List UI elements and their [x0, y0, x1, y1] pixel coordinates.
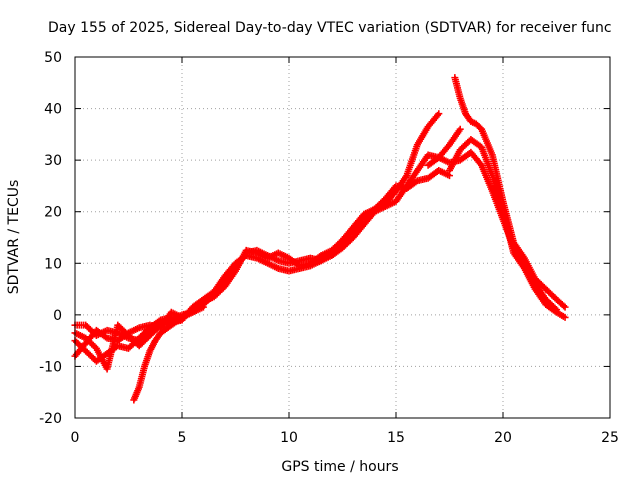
y-tick-label: 0	[53, 308, 62, 324]
x-tick-label: 25	[601, 430, 619, 446]
chart-title: Day 155 of 2025, Sidereal Day-to-day VTE…	[48, 20, 612, 36]
y-tick-label: 10	[44, 256, 62, 272]
x-tick-label: 0	[71, 430, 80, 446]
y-tick-label: 40	[44, 102, 62, 118]
y-tick-label: -10	[39, 359, 62, 375]
data-point	[435, 110, 443, 118]
plot-border	[74, 56, 611, 419]
y-axis-label: SDTVAR / TECUs	[6, 180, 22, 295]
series-track-d	[71, 316, 186, 373]
y-tick-label: 30	[44, 153, 62, 169]
x-tick-label: 10	[280, 430, 298, 446]
data-point	[560, 302, 568, 310]
grid-lines	[75, 57, 610, 418]
series-track-h	[424, 148, 560, 314]
data-point	[199, 303, 207, 311]
x-axis-label: GPS time / hours	[281, 459, 398, 475]
data-point	[456, 125, 464, 133]
data-point	[551, 304, 559, 312]
x-tick-label: 15	[387, 430, 405, 446]
series-track-e	[130, 303, 207, 404]
x-tick-label: 5	[178, 430, 187, 446]
data-point	[561, 313, 569, 321]
data-point	[553, 306, 560, 314]
axis-ticks: 0 5 10 15 20 25 -20 -10 0 10 20 30 40 50	[39, 50, 619, 446]
series-track-b	[71, 110, 443, 365]
series-track-f	[451, 74, 569, 311]
data-points	[71, 74, 569, 404]
y-tick-label: 20	[44, 205, 62, 221]
series-track-a	[71, 125, 464, 345]
data-point	[561, 303, 569, 311]
y-tick-label: -20	[39, 411, 62, 427]
x-tick-label: 20	[494, 430, 512, 446]
y-tick-label: 50	[44, 50, 62, 66]
